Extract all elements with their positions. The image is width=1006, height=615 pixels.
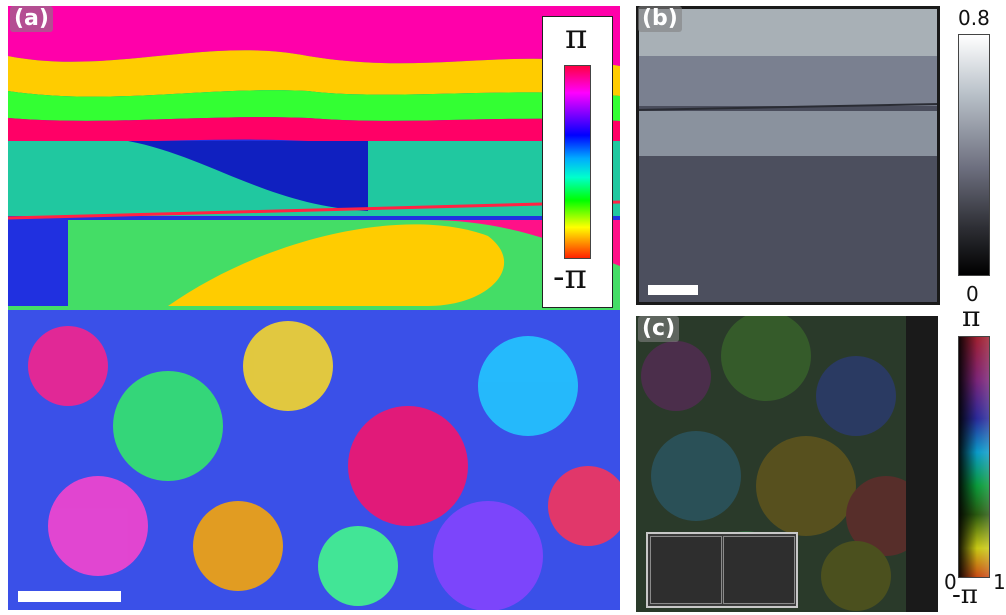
scale-bar bbox=[648, 285, 698, 295]
colorbar-c-right-label: 1 bbox=[993, 570, 1006, 594]
colorbar-c-left-label: 0 bbox=[944, 570, 957, 594]
combined-colorbar bbox=[958, 336, 990, 578]
amplitude-map-image bbox=[636, 6, 940, 305]
panel-label-a: (a) bbox=[10, 6, 53, 32]
colorbar-min-label: -π bbox=[553, 257, 587, 297]
panel-label-b: (b) bbox=[638, 6, 682, 32]
combined-map-panel-c: (c) bbox=[636, 316, 938, 612]
phase-colorbar bbox=[564, 65, 591, 259]
inset-image-2 bbox=[723, 536, 795, 604]
phase-colorbar-legend: π -π bbox=[542, 16, 613, 308]
colorbar-c-max-label: π bbox=[962, 300, 981, 333]
colorbar-max-label: π bbox=[565, 17, 588, 57]
inset-images bbox=[646, 532, 798, 608]
panel-label-c: (c) bbox=[638, 316, 680, 342]
phase-map-panel-a: (a) π -π bbox=[8, 6, 620, 610]
colorbar-b-min-label: 0 bbox=[966, 282, 979, 306]
inset-image-1 bbox=[650, 536, 722, 604]
phase-map-image bbox=[8, 6, 620, 610]
colorbar-c-min-label: -π bbox=[952, 580, 978, 610]
amplitude-map-panel-b: (b) bbox=[636, 6, 940, 305]
amplitude-colorbar bbox=[958, 34, 990, 276]
colorbar-b-max-label: 0.8 bbox=[958, 6, 990, 30]
scale-bar bbox=[18, 591, 121, 602]
